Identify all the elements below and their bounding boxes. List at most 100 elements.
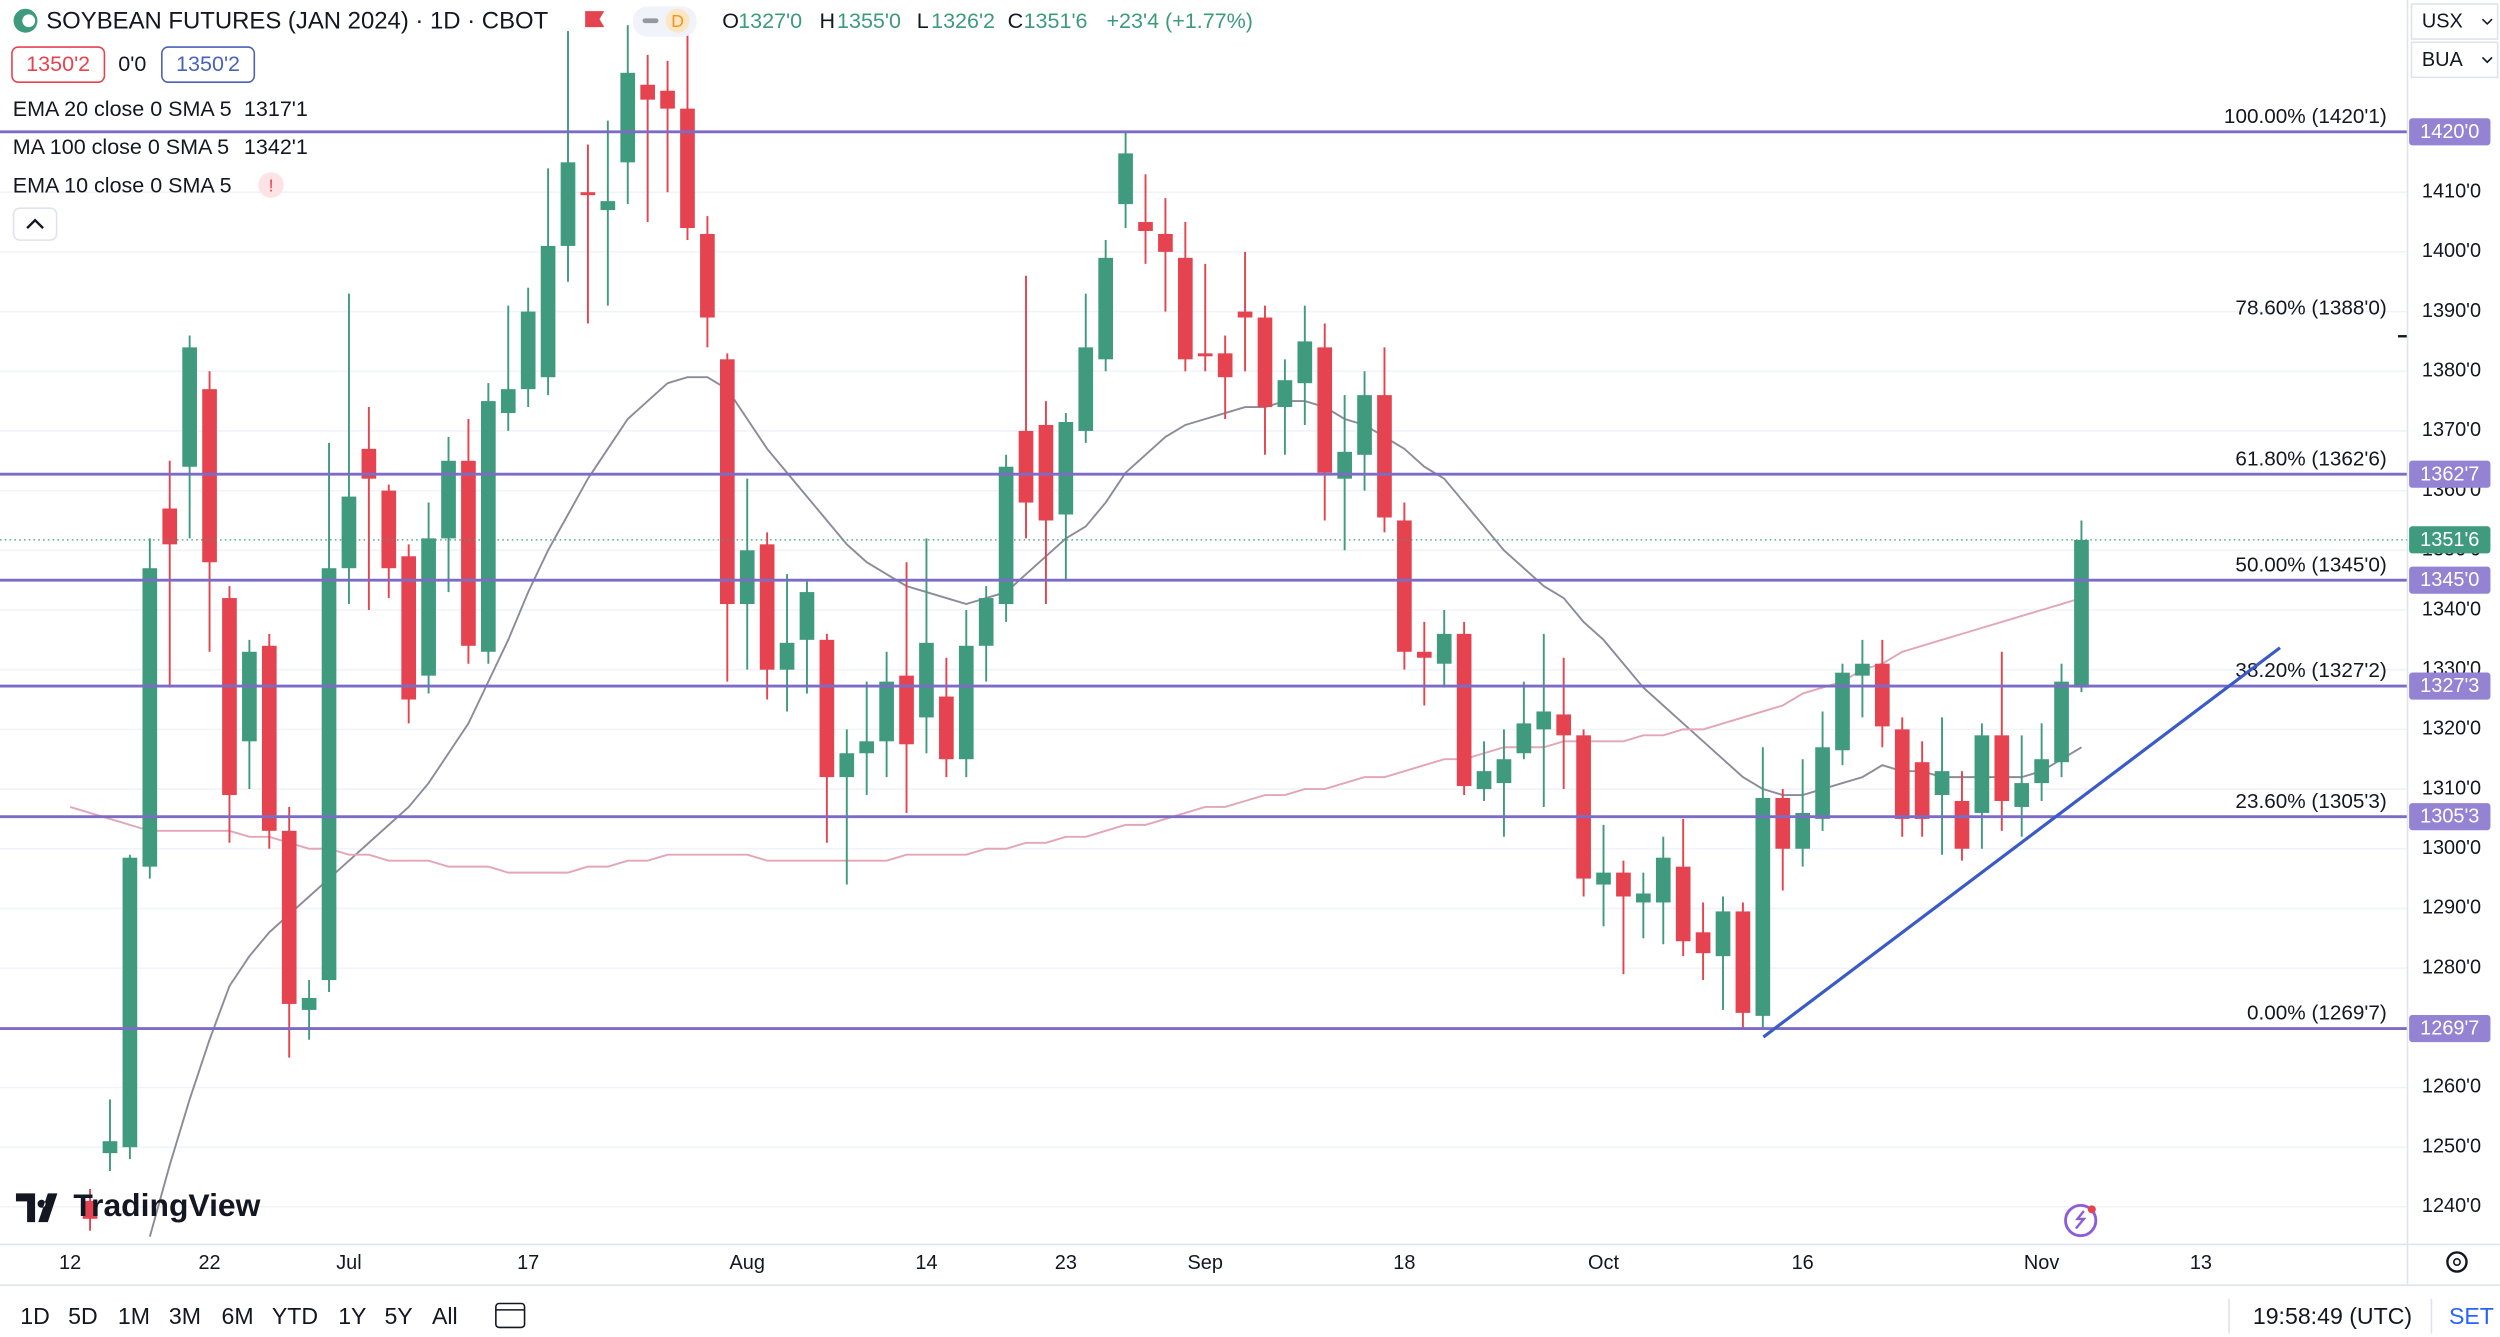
fib-level-label: 78.60% (1388'0) bbox=[2235, 297, 2386, 320]
ohlc-key: L bbox=[917, 9, 929, 33]
candle-body bbox=[1257, 317, 1273, 408]
plot-area: 100.00% (1420'1) 78.60% (1388'0) 61.80% (1… bbox=[0, 25, 2408, 1237]
clock: 19:58:49 (UTC) bbox=[2253, 1303, 2412, 1329]
x-tick-label: 14 bbox=[915, 1252, 937, 1274]
candle-body bbox=[540, 245, 556, 378]
candle-body bbox=[1038, 424, 1054, 521]
candle-body bbox=[640, 84, 655, 100]
candle-body bbox=[978, 598, 994, 646]
candle-body bbox=[799, 592, 815, 640]
x-tick-label: 22 bbox=[198, 1252, 220, 1274]
settlement-toggle[interactable]: SET bbox=[2449, 1303, 2494, 1329]
timeframe-button[interactable]: YTD bbox=[272, 1303, 318, 1329]
indicator-status: ! bbox=[269, 175, 274, 195]
timeframe-button[interactable]: 5D bbox=[68, 1303, 98, 1329]
symbol-title[interactable]: SOYBEAN FUTURES (JAN 2024) · 1D · CBOT bbox=[46, 8, 548, 35]
candle-body bbox=[281, 830, 297, 1004]
candle-body bbox=[1217, 353, 1233, 378]
ohlc-value: 1351'6 bbox=[1024, 9, 1088, 33]
collapse-icon bbox=[26, 218, 44, 229]
candle-body bbox=[759, 544, 775, 670]
buy-price[interactable]: 1350'2 bbox=[176, 52, 240, 76]
candle-body bbox=[819, 639, 835, 778]
sell-box[interactable] bbox=[11, 46, 106, 83]
timeframe-button[interactable]: All bbox=[432, 1303, 458, 1329]
y-tick-label: 1300'0 bbox=[2422, 837, 2481, 859]
ohlc-key: C bbox=[1008, 9, 1024, 33]
settings-gear-center bbox=[2452, 1258, 2461, 1267]
candle-body bbox=[441, 460, 456, 539]
candle-body bbox=[82, 1200, 98, 1219]
candle-body bbox=[660, 90, 675, 109]
alert-icon[interactable] bbox=[2064, 1203, 2098, 1238]
x-tick-label: Nov bbox=[2024, 1252, 2059, 1274]
fib-tag-label: 1269'7 bbox=[2420, 1018, 2479, 1040]
candle-body bbox=[1476, 771, 1492, 790]
y-tick-label: 1280'0 bbox=[2422, 956, 2481, 978]
sell-price[interactable]: 1350'2 bbox=[26, 52, 90, 76]
symbol-icon-inner bbox=[22, 14, 36, 28]
ohlc-value: 1355'0 bbox=[837, 9, 901, 33]
candle-body bbox=[1436, 633, 1452, 664]
flag-icon[interactable] bbox=[585, 11, 605, 28]
candle-body bbox=[421, 538, 436, 676]
candle-body bbox=[919, 642, 934, 718]
candle-body bbox=[680, 108, 695, 229]
time-axis: 12 22 Jul 17 Aug 14 23 Sep 18 Oct 16 Nov 13 bbox=[0, 1243, 2500, 1274]
buy-box[interactable] bbox=[161, 46, 256, 83]
fib-level-label: 38.20% (1327'2) bbox=[2235, 659, 2386, 682]
fib-level-label: 50.00% (1345'0) bbox=[2235, 553, 2386, 576]
collapse-button[interactable] bbox=[12, 207, 58, 241]
unit-selectors: USX BUA bbox=[2410, 3, 2499, 79]
y-tick-label: 1380'0 bbox=[2422, 360, 2481, 382]
candle-body bbox=[600, 201, 616, 211]
candle-body bbox=[1815, 747, 1830, 819]
fib-tag bbox=[2409, 118, 2491, 146]
y-tick-label: 1340'0 bbox=[2422, 598, 2481, 620]
indicator-line bbox=[69, 597, 2082, 874]
candle-body bbox=[2074, 539, 2089, 688]
legend-entry[interactable]: MA 100 close 0 SMA 5 bbox=[13, 135, 229, 159]
timeframe-button[interactable]: 1Y bbox=[338, 1303, 366, 1329]
alert-bolt bbox=[2074, 1210, 2087, 1230]
candle-body bbox=[1098, 257, 1114, 360]
candle-body bbox=[1337, 451, 1352, 479]
indicator-name[interactable]: EMA 10 close 0 SMA 5 bbox=[13, 173, 232, 197]
candle-body bbox=[998, 466, 1014, 605]
unit-select[interactable] bbox=[2410, 41, 2499, 79]
timeframe-button[interactable]: 6M bbox=[222, 1303, 254, 1329]
fib-level-label: 0.00% (1269'7) bbox=[2247, 1002, 2387, 1025]
date-range-icon[interactable] bbox=[495, 1302, 526, 1329]
candle-body bbox=[1954, 800, 1970, 849]
timeframe-button[interactable]: 5Y bbox=[384, 1303, 412, 1329]
candle-body bbox=[202, 389, 217, 563]
x-tick-label: Oct bbox=[1588, 1252, 1619, 1274]
settings-gear[interactable] bbox=[2446, 1251, 2468, 1273]
logo-mark bbox=[15, 1193, 58, 1223]
candle-body bbox=[1018, 430, 1034, 503]
timeframe-button[interactable]: 1M bbox=[118, 1303, 150, 1329]
last-price-label: 1351'6 bbox=[2420, 529, 2479, 551]
candle-body bbox=[1237, 311, 1253, 318]
unit[interactable]: BUA bbox=[2422, 49, 2464, 71]
fib-tag-label: 1420'0 bbox=[2420, 121, 2479, 143]
y-tick-label: 1250'0 bbox=[2422, 1135, 2481, 1157]
candle-body bbox=[719, 359, 735, 605]
chevron bbox=[2481, 18, 2493, 26]
candle-body bbox=[1416, 651, 1432, 658]
candle-body bbox=[1835, 672, 1850, 751]
candle-body bbox=[381, 490, 397, 569]
timeframe-button[interactable]: 1D bbox=[20, 1303, 50, 1329]
candle-body bbox=[301, 997, 317, 1010]
candle-body bbox=[1755, 798, 1771, 1016]
candle-body bbox=[1894, 729, 1910, 819]
x-tick-label: 18 bbox=[1393, 1252, 1415, 1274]
candle-body bbox=[1058, 421, 1074, 515]
timeframe-button[interactable]: 3M bbox=[169, 1303, 201, 1329]
legend-entry[interactable]: EMA 20 close 0 SMA 5 bbox=[13, 97, 232, 121]
candle-body bbox=[1974, 735, 1990, 813]
currency-select[interactable] bbox=[2410, 3, 2499, 40]
candle-body bbox=[341, 496, 357, 569]
currency[interactable]: USX bbox=[2422, 11, 2463, 33]
candle-body bbox=[1496, 759, 1512, 784]
